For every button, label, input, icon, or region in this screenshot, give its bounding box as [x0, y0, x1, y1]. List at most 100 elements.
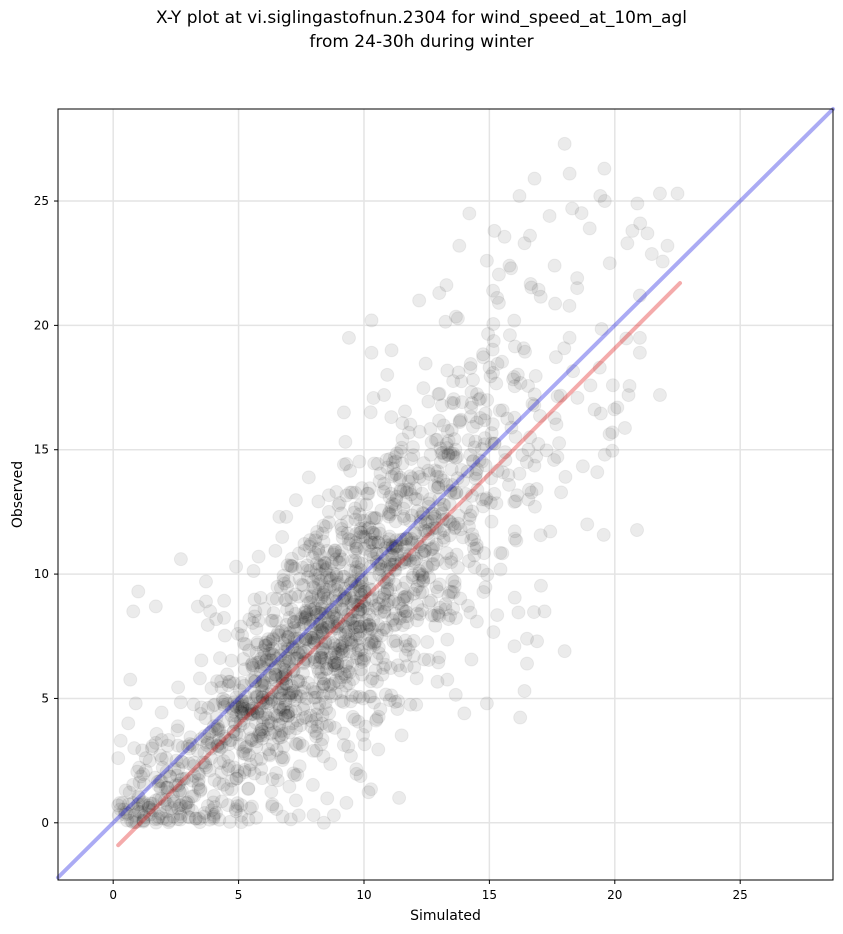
data-point [220, 782, 235, 797]
data-point [427, 507, 442, 522]
data-point [333, 642, 348, 657]
data-point [238, 747, 253, 762]
data-point [404, 508, 419, 523]
data-point [380, 538, 395, 553]
data-point [200, 799, 215, 814]
data-point [351, 555, 366, 570]
data-point [597, 447, 612, 462]
data-point [326, 636, 341, 651]
data-point [263, 694, 278, 709]
data-point [230, 799, 245, 814]
data-point [347, 594, 362, 609]
data-point [265, 797, 280, 812]
data-point [386, 541, 401, 556]
data-point [191, 772, 206, 787]
data-point [281, 630, 296, 645]
data-point [322, 605, 337, 620]
data-point [185, 738, 200, 753]
data-point [329, 594, 344, 609]
data-point [533, 289, 548, 304]
data-point [597, 194, 612, 209]
data-point [293, 674, 308, 689]
data-point [633, 216, 648, 231]
data-point [211, 723, 226, 738]
data-point [279, 677, 294, 692]
data-point [350, 613, 365, 628]
data-point [151, 810, 166, 825]
data-point [533, 408, 548, 423]
data-point [297, 697, 312, 712]
data-point [283, 812, 298, 827]
data-point [170, 738, 185, 753]
data-point [262, 668, 277, 683]
data-point [386, 611, 401, 626]
y-tick-label: 25 [34, 194, 49, 208]
data-point [400, 609, 415, 624]
data-point [308, 652, 323, 667]
data-point [265, 613, 280, 628]
data-point [351, 643, 366, 658]
data-point [121, 797, 136, 812]
data-point [242, 748, 257, 763]
data-point [490, 608, 505, 623]
data-point [320, 591, 335, 606]
data-point [428, 618, 443, 633]
data-point [512, 189, 527, 204]
data-point [357, 648, 372, 663]
data-point [337, 581, 352, 596]
data-point [340, 526, 355, 541]
data-point [171, 783, 186, 798]
data-point [445, 446, 460, 461]
data-point [297, 536, 312, 551]
data-point [179, 771, 194, 786]
data-point [315, 679, 330, 694]
data-point [380, 597, 395, 612]
data-point [242, 643, 257, 658]
data-point [327, 543, 342, 558]
data-point [167, 794, 182, 809]
data-point [258, 638, 273, 653]
data-point [173, 785, 188, 800]
data-point [313, 606, 328, 621]
data-point [526, 605, 541, 620]
data-point [230, 696, 245, 711]
data-point [290, 767, 305, 782]
data-point [326, 658, 341, 673]
data-point [254, 684, 269, 699]
data-point [399, 485, 414, 500]
data-point [337, 569, 352, 584]
data-point [371, 597, 386, 612]
data-point [421, 652, 436, 667]
data-point [377, 604, 392, 619]
data-point [484, 514, 499, 529]
data-point [338, 590, 353, 605]
data-point [478, 458, 493, 473]
data-point [157, 799, 172, 814]
data-point [314, 651, 329, 666]
data-point [308, 601, 323, 616]
data-point [410, 606, 425, 621]
y-axis-label: Observed [10, 461, 26, 528]
data-point [350, 597, 365, 612]
data-point [438, 314, 453, 329]
data-point [374, 503, 389, 518]
data-point [501, 477, 516, 492]
data-point [511, 605, 526, 620]
data-point [353, 497, 368, 512]
data-point [236, 746, 251, 761]
data-point [322, 706, 337, 721]
data-point [313, 648, 328, 663]
data-point [570, 271, 585, 286]
data-point [296, 655, 311, 670]
data-point [289, 614, 304, 629]
data-point [279, 676, 294, 691]
data-point [251, 549, 266, 564]
data-point [243, 707, 258, 722]
data-point [358, 584, 373, 599]
data-point [388, 694, 403, 709]
y-tick-label: 10 [34, 567, 49, 581]
data-point [209, 710, 224, 725]
data-point [467, 548, 482, 563]
data-point [483, 495, 498, 510]
data-point [141, 800, 156, 815]
